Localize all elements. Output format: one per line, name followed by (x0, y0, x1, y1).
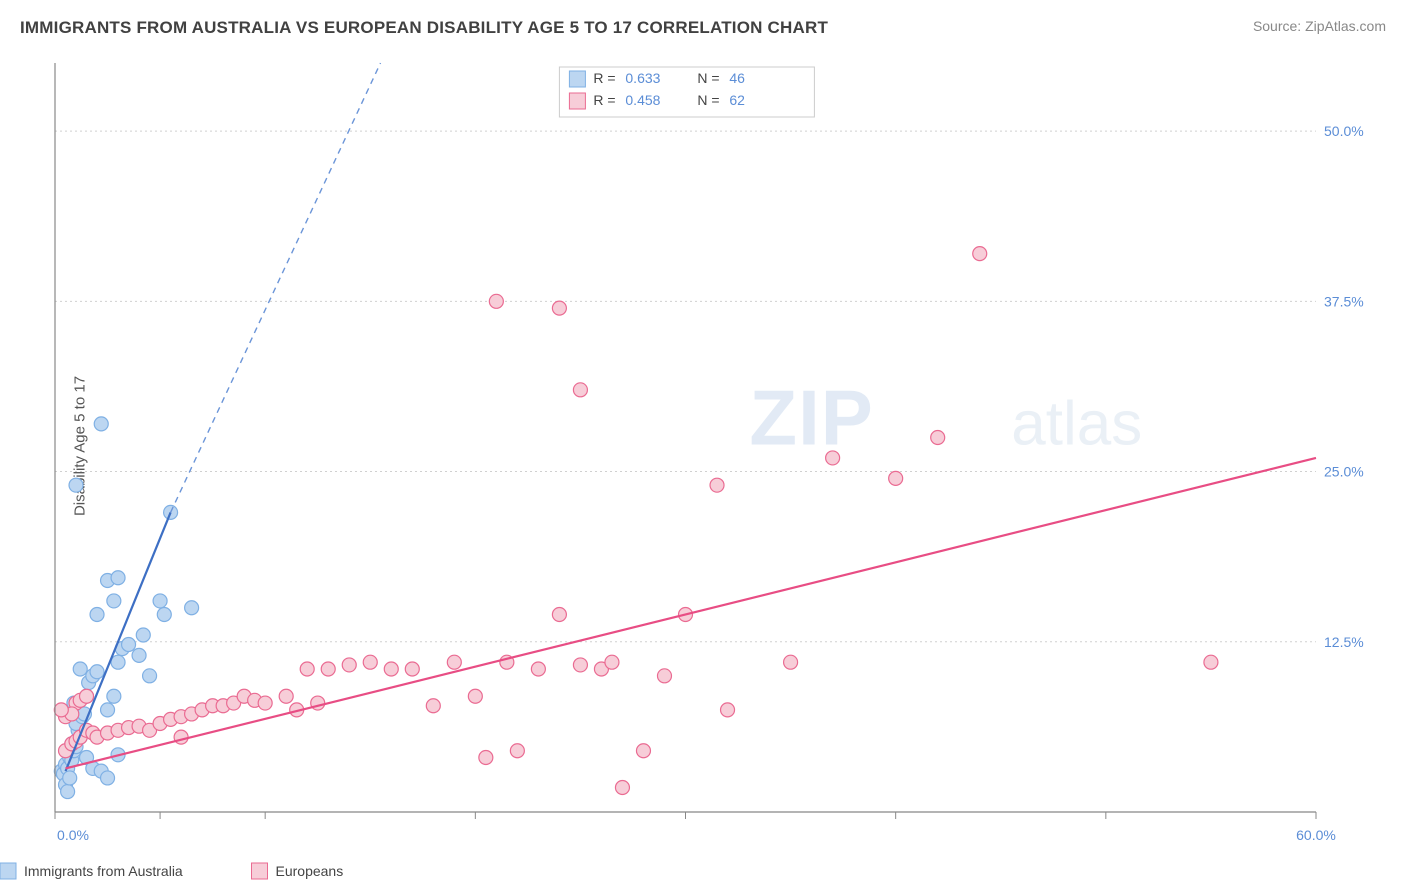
data-point (1204, 655, 1218, 669)
data-point (363, 655, 377, 669)
data-point (143, 669, 157, 683)
data-point (573, 383, 587, 397)
data-point (384, 662, 398, 676)
data-point (258, 696, 272, 710)
data-point (721, 703, 735, 717)
data-point (107, 689, 121, 703)
data-point (111, 655, 125, 669)
chart-area: ZIP atlas 0.0% 60.0% 12.5% 25.0% 37.5% 50.0% R =… (45, 55, 1386, 852)
data-point (405, 662, 419, 676)
legend-n-label: N = (697, 92, 719, 108)
data-point (552, 301, 566, 315)
data-point (931, 431, 945, 445)
data-point (342, 658, 356, 672)
data-point (101, 703, 115, 717)
legend-swatch (569, 71, 585, 87)
data-point (784, 655, 798, 669)
data-point (122, 637, 136, 651)
data-point (185, 601, 199, 615)
data-point (710, 478, 724, 492)
legend-r-label: R = (593, 70, 615, 86)
chart-title: IMMIGRANTS FROM AUSTRALIA VS EUROPEAN DI… (20, 18, 828, 38)
legend-label: Europeans (276, 863, 344, 879)
trend-line (66, 458, 1316, 768)
legend-swatch (569, 93, 585, 109)
data-point (132, 648, 146, 662)
legend-n-label: N = (697, 70, 719, 86)
data-point (94, 417, 108, 431)
data-point (63, 771, 77, 785)
data-point (615, 780, 629, 794)
data-point (300, 662, 314, 676)
x-tick-label: 60.0% (1296, 827, 1336, 843)
data-point (479, 751, 493, 765)
data-point (321, 662, 335, 676)
source-attribution: Source: ZipAtlas.com (1253, 18, 1386, 34)
trend-line-extrapolate (171, 63, 381, 512)
x-tick-label: 0.0% (57, 827, 89, 843)
y-tick-label: 50.0% (1324, 123, 1364, 139)
data-point (605, 655, 619, 669)
data-point (90, 608, 104, 622)
data-point (468, 689, 482, 703)
data-point (552, 608, 566, 622)
data-point (826, 451, 840, 465)
data-point (157, 608, 171, 622)
legend-n-value: 62 (729, 92, 745, 108)
data-point (111, 571, 125, 585)
legend-label: Immigrants from Australia (24, 863, 183, 879)
data-point (107, 594, 121, 608)
data-point (136, 628, 150, 642)
data-point (636, 744, 650, 758)
watermark: ZIP (749, 373, 873, 461)
data-point (153, 594, 167, 608)
data-point (447, 655, 461, 669)
legend-bottom: Immigrants from Australia Europeans (0, 860, 1406, 882)
data-point (54, 703, 68, 717)
data-point (61, 785, 75, 799)
watermark: atlas (1011, 389, 1142, 458)
data-point (573, 658, 587, 672)
legend-swatch (0, 863, 16, 879)
data-point (531, 662, 545, 676)
data-point (80, 689, 94, 703)
data-point (69, 478, 83, 492)
legend-r-value: 0.458 (625, 92, 660, 108)
legend-swatch (252, 863, 268, 879)
legend-r-label: R = (593, 92, 615, 108)
y-tick-label: 25.0% (1324, 464, 1364, 480)
y-tick-label: 37.5% (1324, 293, 1364, 309)
data-point (973, 247, 987, 261)
y-tick-label: 12.5% (1324, 634, 1364, 650)
data-point (101, 771, 115, 785)
data-point (889, 471, 903, 485)
data-point (279, 689, 293, 703)
data-point (73, 662, 87, 676)
data-point (510, 744, 524, 758)
legend-n-value: 46 (729, 70, 745, 86)
data-point (426, 699, 440, 713)
data-point (657, 669, 671, 683)
data-point (90, 665, 104, 679)
data-point (489, 294, 503, 308)
legend-r-value: 0.633 (625, 70, 660, 86)
